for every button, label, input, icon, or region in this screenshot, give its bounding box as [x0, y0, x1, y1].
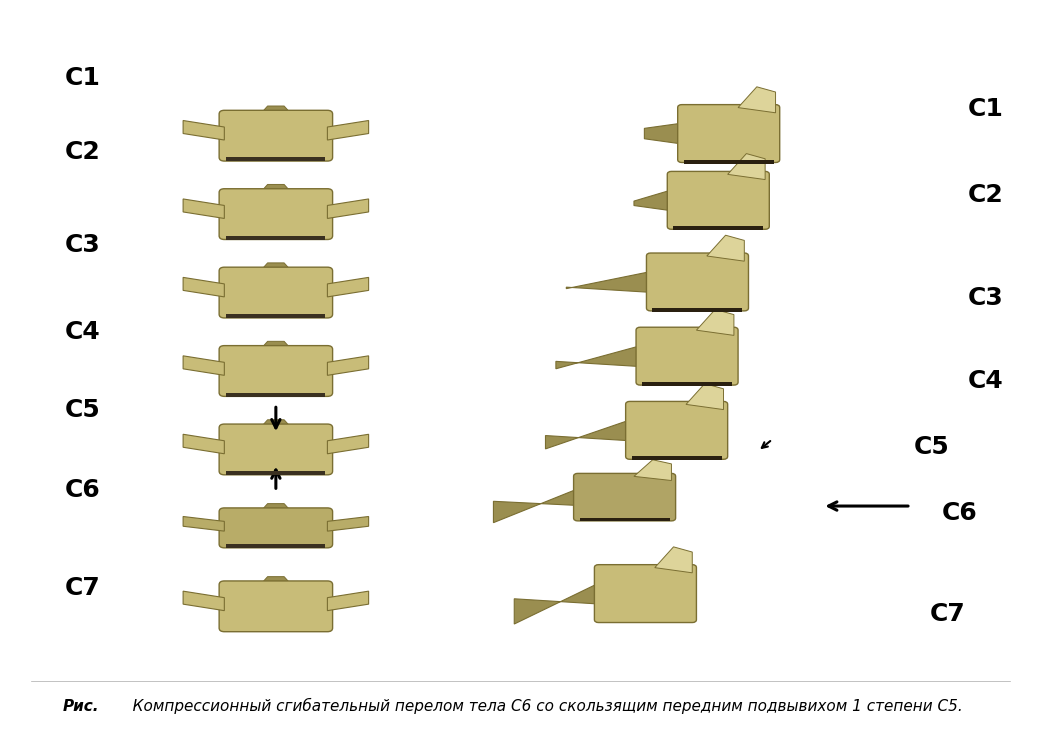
FancyBboxPatch shape — [626, 401, 728, 459]
Bar — [674, 226, 763, 231]
FancyBboxPatch shape — [574, 473, 676, 521]
FancyBboxPatch shape — [219, 111, 333, 161]
Polygon shape — [183, 434, 225, 454]
Text: C6: C6 — [65, 478, 100, 502]
Polygon shape — [183, 356, 225, 375]
Polygon shape — [260, 504, 291, 512]
Bar — [580, 518, 669, 521]
Polygon shape — [566, 272, 651, 292]
Polygon shape — [545, 420, 630, 449]
Polygon shape — [260, 185, 291, 192]
Bar — [632, 456, 721, 461]
Text: C5: C5 — [914, 435, 949, 459]
Text: C5: C5 — [65, 398, 100, 422]
Polygon shape — [327, 120, 369, 140]
Bar — [226, 544, 326, 548]
Bar — [226, 157, 326, 161]
Polygon shape — [260, 106, 291, 114]
Polygon shape — [556, 346, 640, 369]
Polygon shape — [260, 341, 291, 349]
Polygon shape — [327, 516, 369, 531]
Text: C7: C7 — [65, 576, 100, 600]
Polygon shape — [260, 577, 291, 585]
Polygon shape — [493, 489, 578, 522]
Text: Компрессионный сгибательный перелом тела С6 со скользящим передним подвывихом 1 : Компрессионный сгибательный перелом тела… — [118, 698, 962, 715]
Text: C1: C1 — [968, 97, 1004, 121]
Polygon shape — [634, 190, 671, 211]
Bar — [226, 393, 326, 397]
Polygon shape — [644, 123, 682, 144]
Bar — [226, 314, 326, 318]
FancyBboxPatch shape — [219, 581, 333, 631]
Polygon shape — [738, 87, 776, 113]
FancyBboxPatch shape — [219, 346, 333, 396]
FancyBboxPatch shape — [219, 508, 333, 548]
Text: Рис.: Рис. — [62, 699, 99, 714]
Text: C7: C7 — [930, 602, 965, 626]
Polygon shape — [655, 547, 692, 573]
Bar — [653, 308, 742, 312]
Bar — [642, 382, 732, 387]
Text: C1: C1 — [65, 66, 100, 90]
Text: C4: C4 — [968, 369, 1004, 393]
FancyBboxPatch shape — [667, 171, 769, 229]
Polygon shape — [634, 460, 671, 481]
Text: C2: C2 — [968, 183, 1004, 207]
FancyBboxPatch shape — [594, 565, 696, 623]
Polygon shape — [686, 384, 723, 410]
Bar — [226, 471, 326, 475]
Text: C4: C4 — [65, 321, 100, 344]
Bar — [226, 236, 326, 240]
Polygon shape — [183, 120, 225, 140]
FancyBboxPatch shape — [678, 105, 780, 162]
Polygon shape — [183, 516, 225, 531]
Polygon shape — [327, 591, 369, 611]
FancyBboxPatch shape — [219, 267, 333, 318]
Text: C6: C6 — [942, 502, 977, 525]
Polygon shape — [183, 278, 225, 297]
Polygon shape — [327, 278, 369, 297]
Polygon shape — [707, 235, 744, 261]
FancyBboxPatch shape — [219, 424, 333, 475]
Polygon shape — [327, 356, 369, 375]
FancyBboxPatch shape — [646, 253, 748, 311]
Polygon shape — [728, 154, 765, 180]
Text: C2: C2 — [65, 140, 100, 164]
Polygon shape — [327, 434, 369, 454]
Text: C3: C3 — [65, 233, 100, 257]
Polygon shape — [183, 199, 225, 218]
Polygon shape — [260, 263, 291, 271]
FancyBboxPatch shape — [636, 327, 738, 385]
Polygon shape — [327, 199, 369, 218]
Text: C3: C3 — [968, 286, 1004, 310]
Polygon shape — [183, 591, 225, 611]
Bar — [684, 160, 773, 164]
Polygon shape — [696, 309, 734, 335]
Polygon shape — [260, 420, 291, 428]
FancyBboxPatch shape — [219, 188, 333, 240]
Polygon shape — [514, 583, 599, 624]
